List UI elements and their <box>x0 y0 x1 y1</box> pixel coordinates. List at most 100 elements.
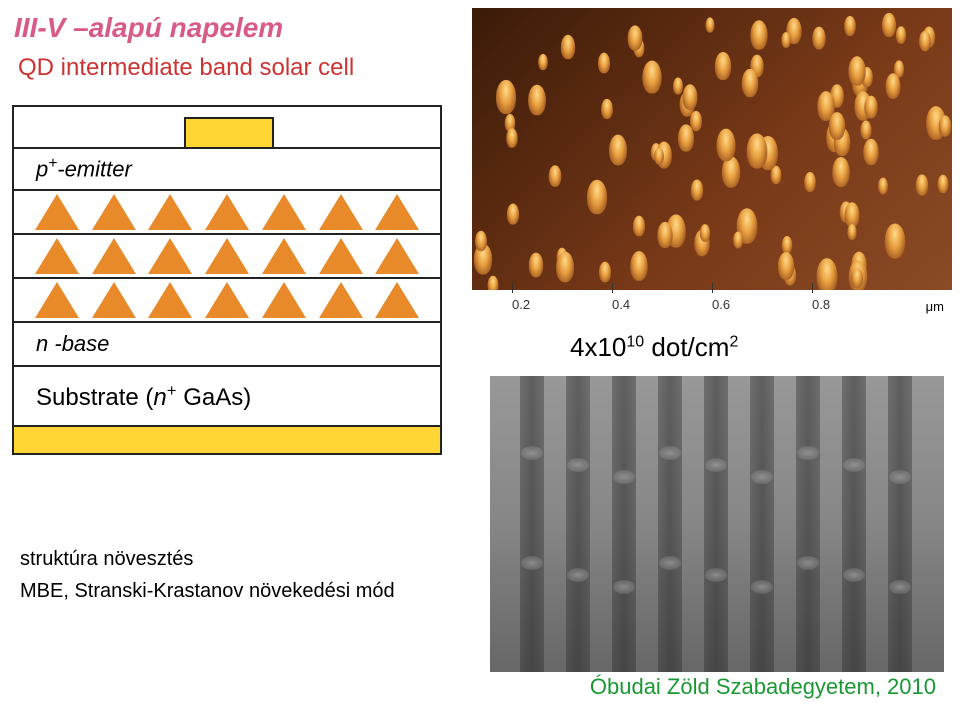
density-value: 4x10 <box>570 332 626 362</box>
afm-dot <box>496 79 516 113</box>
afm-dot <box>700 224 710 242</box>
afm-dot <box>657 222 672 248</box>
qd-triangle <box>205 238 249 274</box>
cross-section-image <box>490 376 944 672</box>
cross-section-bump <box>521 556 543 570</box>
cross-section-stripe <box>750 376 774 672</box>
footer-text: Óbudai Zöld Szabadegyetem, 2010 <box>590 674 936 700</box>
cross-section-stripe <box>612 376 636 672</box>
cross-section-stripe <box>566 376 590 672</box>
density-unit: dot/cm <box>644 332 729 362</box>
afm-dot <box>507 203 519 224</box>
top-contact-frame <box>12 105 442 149</box>
afm-dot <box>849 56 866 86</box>
cross-section-bump <box>797 446 819 460</box>
afm-dot <box>844 16 856 36</box>
afm-scale-unit: μm <box>926 299 944 314</box>
qd-triangle <box>148 194 192 230</box>
afm-dot <box>851 267 863 287</box>
substrate-layer: Substrate (n+ GaAs) <box>12 367 442 427</box>
afm-dot <box>628 26 643 51</box>
qd-triangle <box>375 282 419 318</box>
afm-tick: 0.4 <box>612 297 712 312</box>
qd-triangle <box>35 282 79 318</box>
afm-dot <box>556 251 574 282</box>
cross-section-bump <box>843 568 865 582</box>
cross-section-stripe <box>888 376 912 672</box>
cross-section-bump <box>705 568 727 582</box>
emitter-layer: p+-emitter <box>12 149 442 191</box>
cross-section-stripe <box>658 376 682 672</box>
qd-triangle <box>205 282 249 318</box>
afm-dot <box>747 134 768 169</box>
qd-triangle <box>92 282 136 318</box>
qd-row <box>14 279 440 321</box>
afm-dot <box>488 275 499 290</box>
afm-dot <box>598 53 610 74</box>
afm-dot <box>599 262 611 283</box>
afm-dot <box>832 157 850 187</box>
afm-scale-bar: 0.20.40.60.8 <box>472 290 952 318</box>
cross-section-bump <box>659 446 681 460</box>
qd-layer-2 <box>12 235 442 279</box>
afm-tick: 0.8 <box>812 297 912 312</box>
cross-section-stripe <box>842 376 866 672</box>
qd-row <box>14 235 440 277</box>
cross-section-stripe <box>796 376 820 672</box>
cross-section-bump <box>705 458 727 472</box>
afm-dot <box>829 112 845 140</box>
qd-triangle <box>35 238 79 274</box>
afm-dot <box>561 35 575 59</box>
afm-dot <box>506 128 517 147</box>
density-exponent: 10 <box>626 333 644 350</box>
afm-dot <box>742 69 759 97</box>
afm-dot <box>716 129 735 162</box>
afm-dot <box>847 224 856 240</box>
afm-dot <box>937 174 948 192</box>
dot-density-label: 4x1010 dot/cm2 <box>570 332 738 363</box>
cross-section-bump <box>843 458 865 472</box>
afm-dot <box>886 74 901 99</box>
afm-dot <box>683 84 698 109</box>
afm-dot <box>690 179 702 200</box>
cross-section-bump <box>521 446 543 460</box>
afm-dot <box>885 223 905 258</box>
growth-line-1: struktúra növesztés <box>20 548 193 571</box>
afm-dot <box>812 26 825 49</box>
afm-dot <box>706 17 715 32</box>
afm-dot <box>805 172 817 192</box>
cross-section-bump <box>613 470 635 484</box>
afm-image: 0.20.40.60.8 μm <box>472 8 952 318</box>
qd-triangle <box>319 238 363 274</box>
afm-dot <box>587 179 607 214</box>
afm-dot <box>630 251 647 281</box>
emitter-label: p+-emitter <box>36 155 132 182</box>
qd-row <box>14 191 440 233</box>
cross-section-bump <box>889 580 911 594</box>
cross-section-bump <box>613 580 635 594</box>
bottom-contact <box>12 427 442 455</box>
qd-triangle <box>375 238 419 274</box>
cross-section-stripe <box>704 376 728 672</box>
growth-line-2: MBE, Stranski-Krastanov növekedési mód <box>20 580 395 603</box>
cross-section-bump <box>751 470 773 484</box>
afm-dot <box>916 174 928 195</box>
qd-triangle <box>205 194 249 230</box>
afm-dot <box>863 139 878 165</box>
page-title: III-V –alapú napelem <box>14 12 283 44</box>
afm-dot <box>633 216 645 237</box>
qd-triangle <box>319 194 363 230</box>
cross-section-bump <box>797 556 819 570</box>
qd-triangle <box>92 194 136 230</box>
afm-tick: 0.6 <box>712 297 812 312</box>
qd-triangle <box>148 238 192 274</box>
qd-triangle <box>262 194 306 230</box>
afm-dot <box>781 32 790 48</box>
afm-dot <box>896 26 906 44</box>
density-unit-exp: 2 <box>729 333 738 350</box>
page-subtitle: QD intermediate band solar cell <box>18 54 354 82</box>
qd-triangle <box>319 282 363 318</box>
afm-tick: 0.2 <box>512 297 612 312</box>
cross-section-stripe <box>520 376 544 672</box>
afm-dot <box>878 177 888 194</box>
